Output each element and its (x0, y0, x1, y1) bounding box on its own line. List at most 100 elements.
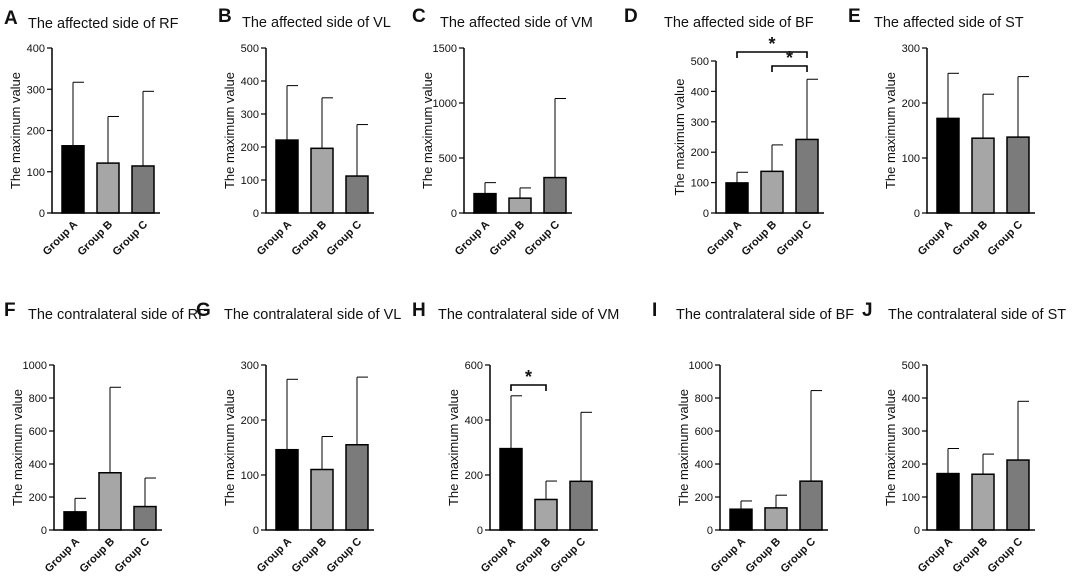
y-tick-label: 0 (914, 525, 920, 537)
y-tick-label: 1000 (23, 360, 47, 372)
x-tick-label: Group C (113, 536, 153, 576)
bar (345, 444, 369, 531)
x-tick-label: Group C (111, 219, 151, 259)
chart-panel-d: D The affected side of BF The maximum valu… (624, 6, 824, 258)
bar (275, 139, 299, 214)
y-tick-label: 500 (902, 360, 920, 372)
bar (133, 505, 157, 531)
x-tick-label: Group B (76, 219, 116, 259)
y-axis-label: The maximum value (420, 72, 435, 189)
y-tick-label: 1000 (689, 360, 713, 372)
bar (760, 170, 784, 214)
y-tick-label: 100 (241, 175, 259, 187)
y-tick-label: 0 (914, 208, 920, 220)
x-tick-label: Group C (779, 536, 819, 576)
y-tick-label: 500 (439, 153, 457, 165)
y-tick-label: 400 (29, 459, 47, 471)
x-tick-label: Group C (986, 536, 1026, 576)
significance-bracket (736, 51, 808, 58)
bar (61, 145, 85, 214)
x-tick-label: Group C (325, 219, 365, 259)
x-tick-label: Group A (479, 536, 518, 575)
chart-panel-g: G The contralateral side of VL The maximum… (196, 300, 401, 575)
bar (795, 138, 819, 214)
chart-title: The contralateral side of ST (888, 307, 1066, 323)
bar (936, 117, 960, 214)
bar (275, 448, 299, 531)
bar (543, 176, 567, 214)
y-tick-label: 0 (477, 525, 483, 537)
y-tick-label: 500 (241, 43, 259, 55)
x-tick-label: Group A (255, 219, 294, 258)
chart-panel-e: E The affected side of ST The maximum valu… (848, 6, 1035, 258)
y-tick-label: 800 (695, 393, 713, 405)
bar (534, 498, 558, 531)
x-tick-label: Group B (951, 536, 991, 576)
bar (473, 192, 497, 214)
bar (310, 147, 334, 214)
y-tick-label: 100 (241, 470, 259, 482)
y-tick-label: 800 (29, 393, 47, 405)
y-tick-label: 600 (695, 426, 713, 438)
chart-panel-j: J The contralateral side of ST The maximum… (862, 300, 1066, 575)
bar (508, 197, 532, 214)
chart-panel-h: H The contralateral side of VM The maximum… (412, 300, 619, 575)
panel-letter: C (412, 6, 426, 27)
y-axis-label: The maximum value (672, 78, 687, 195)
y-tick-label: 0 (253, 208, 259, 220)
y-axis-label: The maximum value (883, 389, 898, 506)
chart-panel-b: B The affected side of VL The maximum valu… (218, 6, 391, 258)
y-tick-label: 400 (695, 459, 713, 471)
y-tick-label: 0 (703, 208, 709, 220)
y-tick-label: 100 (902, 492, 920, 504)
y-tick-label: 100 (691, 178, 709, 190)
bar (971, 137, 995, 214)
x-tick-label: Group B (951, 219, 991, 259)
bar (971, 473, 995, 531)
y-tick-label: 200 (465, 470, 483, 482)
panel-letter: G (196, 300, 211, 321)
y-tick-label: 100 (902, 153, 920, 165)
bar (725, 182, 749, 214)
bar (936, 472, 960, 531)
y-tick-label: 200 (691, 147, 709, 159)
y-tick-label: 300 (691, 117, 709, 129)
y-tick-label: 0 (41, 525, 47, 537)
bar (729, 508, 753, 531)
y-tick-label: 400 (241, 76, 259, 88)
chart-panel-c: C The affected side of VM The maximum valu… (412, 6, 593, 258)
chart-title: The affected side of VM (440, 15, 593, 31)
x-tick-label: Group A (709, 536, 748, 575)
bar (98, 471, 122, 531)
bar (96, 162, 120, 214)
panel-letter: F (4, 300, 16, 321)
panel-letter: E (848, 6, 861, 27)
y-axis-label: The maximum value (222, 72, 237, 189)
y-tick-label: 300 (902, 43, 920, 55)
chart-title: The contralateral side of VL (224, 307, 401, 323)
x-tick-label: Group A (43, 536, 82, 575)
y-axis-label: The maximum value (676, 389, 691, 506)
x-tick-label: Group C (325, 536, 365, 576)
y-tick-label: 200 (29, 492, 47, 504)
bar (1006, 459, 1030, 531)
y-axis-label: The maximum value (10, 389, 25, 506)
significance-bracket (771, 65, 808, 72)
y-tick-label: 300 (241, 109, 259, 121)
panel-letter: B (218, 6, 232, 27)
y-tick-label: 1000 (433, 98, 457, 110)
y-tick-label: 1500 (433, 43, 457, 55)
y-tick-label: 300 (241, 360, 259, 372)
x-tick-label: Group A (705, 219, 744, 258)
panel-letter: A (4, 8, 18, 29)
x-tick-label: Group C (775, 219, 815, 259)
bar (310, 468, 334, 531)
y-tick-label: 400 (691, 86, 709, 98)
panel-letter: I (652, 300, 657, 321)
y-tick-label: 300 (902, 426, 920, 438)
x-tick-label: Group A (916, 536, 955, 575)
panel-letter: H (412, 300, 426, 321)
bar (1006, 136, 1030, 214)
bar (63, 511, 87, 531)
